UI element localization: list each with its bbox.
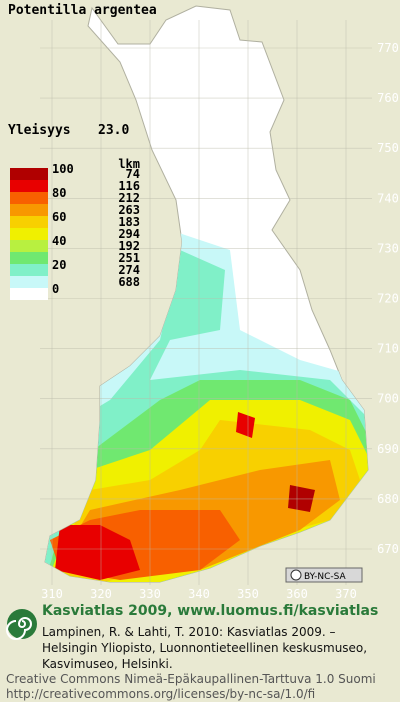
easting-label: 330 — [139, 587, 161, 600]
legend-count: 274 — [118, 263, 140, 277]
easting-label: 350 — [237, 587, 259, 600]
legend-scale-label: 40 — [52, 234, 66, 248]
legend-count: 212 — [118, 191, 140, 205]
easting-label: 320 — [90, 587, 112, 600]
northing-label: 690 — [377, 442, 399, 456]
easting-label: 370 — [335, 587, 357, 600]
frequency-value: 23.0 — [98, 123, 129, 138]
legend: 100 80 60 40 20 0 7411621226318329419225127468… — [10, 162, 140, 300]
legend-swatch — [10, 252, 48, 264]
footer-license: Creative Commons Nimeä-Epäkaupallinen-Ta… — [6, 672, 376, 686]
northing-label: 680 — [377, 492, 399, 506]
legend-scale-label: 20 — [52, 258, 66, 272]
footer-license-url: http://creativecommons.org/licenses/by-n… — [6, 687, 316, 701]
northing-label: 700 — [377, 392, 399, 406]
logo — [6, 609, 37, 640]
map-title: Potentilla argentea — [8, 3, 157, 18]
northing-label: 730 — [377, 241, 399, 255]
legend-count: 263 — [118, 203, 140, 217]
legend-count: 183 — [118, 215, 140, 229]
northing-label: 670 — [377, 542, 399, 556]
legend-swatch — [10, 204, 48, 216]
distribution — [45, 230, 368, 582]
legend-count: 251 — [118, 251, 140, 265]
legend-scale-label: 0 — [52, 282, 59, 296]
count-header: lkm — [118, 157, 140, 171]
legend-swatch — [10, 180, 48, 192]
legend-swatch — [10, 240, 48, 252]
legend-swatch — [10, 264, 48, 276]
legend-swatch — [10, 276, 48, 288]
legend-count: 116 — [118, 179, 140, 193]
easting-label: 340 — [188, 587, 210, 600]
legend-swatch — [10, 192, 48, 204]
legend-count: 74 — [126, 167, 140, 181]
frequency-label: Yleisyys — [8, 123, 71, 138]
legend-swatch — [10, 168, 48, 180]
footer-citation: Lampinen, R. & Lahti, T. 2010: Kasviatla… — [42, 625, 368, 671]
legend-swatch — [10, 216, 48, 228]
northing-label: 760 — [377, 91, 399, 105]
legend-scale-label: 80 — [52, 186, 66, 200]
northing-label: 720 — [377, 292, 399, 306]
license-badge: BY-NC-SA — [304, 572, 347, 582]
easting-label: 310 — [41, 587, 63, 600]
license-badge-box — [285, 567, 363, 583]
legend-swatch — [10, 288, 48, 300]
logo-spiral — [6, 617, 32, 640]
easting-label: 360 — [286, 587, 308, 600]
cc-icon — [290, 569, 302, 581]
northing-label: 750 — [377, 141, 399, 155]
northing-label: 770 — [377, 41, 399, 55]
zone — [55, 525, 140, 580]
legend-count: 294 — [118, 227, 140, 241]
zone — [236, 412, 255, 438]
legend-scale-label: 100 — [52, 162, 74, 176]
northing-label: 710 — [377, 342, 399, 356]
legend-count: 688 — [118, 275, 140, 289]
legend-count: 192 — [118, 239, 140, 253]
zone — [288, 485, 315, 512]
legend-scale-label: 60 — [52, 210, 66, 224]
legend-swatch — [10, 228, 48, 240]
footer-heading: Kasviatlas 2009, www.luomus.fi/kasviatla… — [42, 603, 379, 619]
logo-disc — [7, 609, 37, 639]
northing-label: 740 — [377, 191, 399, 205]
